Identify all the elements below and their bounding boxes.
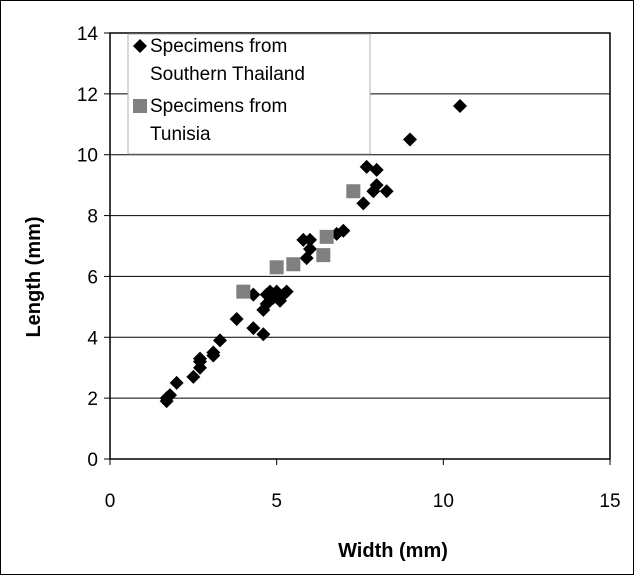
data-points xyxy=(159,99,467,409)
legend-marker xyxy=(133,99,147,113)
legend-label: Specimens from xyxy=(150,96,287,117)
data-point xyxy=(163,388,177,403)
axes xyxy=(109,32,611,460)
x-tick-label: 5 xyxy=(271,491,282,512)
y-tick-label: 0 xyxy=(87,450,98,471)
data-point xyxy=(169,375,184,390)
y-axis-title: Length (mm) xyxy=(23,216,45,337)
data-point xyxy=(369,162,384,177)
data-point xyxy=(319,229,334,244)
data-point xyxy=(379,184,394,199)
legend-label: Southern Thailand xyxy=(150,64,305,85)
x-tick-label: 0 xyxy=(105,491,116,512)
data-point xyxy=(453,99,467,114)
x-tick-label: 15 xyxy=(599,491,620,512)
data-point xyxy=(193,351,207,366)
x-axis-title: Width (mm) xyxy=(338,540,448,562)
y-tick-label: 4 xyxy=(87,328,98,349)
y-tick-label: 10 xyxy=(77,146,98,167)
data-point xyxy=(279,284,294,299)
data-point xyxy=(246,321,261,336)
x-tick-labels: 0 5 10 15 xyxy=(105,491,621,512)
data-point xyxy=(369,178,384,193)
data-point xyxy=(269,260,284,275)
legend-marker xyxy=(133,39,147,53)
plot-area-border xyxy=(109,32,611,460)
data-point xyxy=(356,196,371,211)
data-point xyxy=(186,369,201,384)
y-tick-label: 14 xyxy=(77,24,99,45)
data-point xyxy=(286,257,301,272)
y-tick-labels: 0 2 4 6 8 10 12 14 xyxy=(77,24,99,471)
data-point xyxy=(316,248,331,263)
y-tick-label: 12 xyxy=(77,85,98,106)
y-tick-label: 2 xyxy=(87,389,98,410)
data-point xyxy=(256,327,271,342)
data-point xyxy=(403,132,417,147)
data-point xyxy=(206,345,221,360)
data-point xyxy=(303,242,317,257)
legend-box xyxy=(127,33,371,155)
y-tick-label: 8 xyxy=(87,207,98,228)
data-point xyxy=(336,223,351,238)
data-point xyxy=(346,184,361,199)
y-tick-label: 6 xyxy=(87,267,98,288)
data-point xyxy=(303,232,317,247)
data-point xyxy=(213,333,227,348)
data-point xyxy=(229,312,244,327)
data-point xyxy=(236,284,251,299)
x-tick-label: 10 xyxy=(433,491,454,512)
legend-label: Specimens from xyxy=(150,36,287,57)
legend-label: Tunisia xyxy=(150,124,211,145)
legend: Specimens from Southern Thailand Specimens… xyxy=(127,33,371,155)
